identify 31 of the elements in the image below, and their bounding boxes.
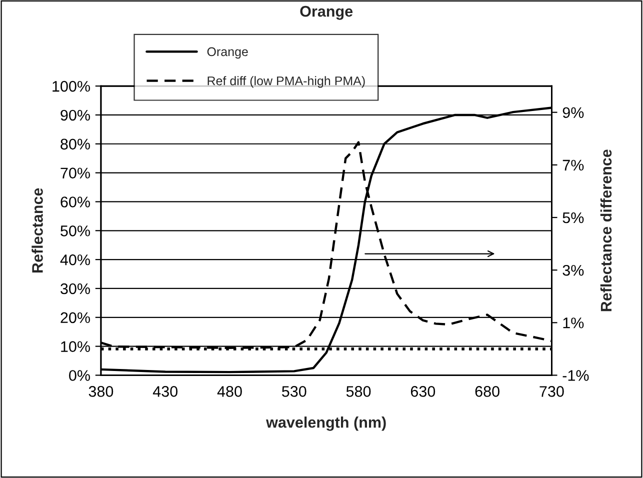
x-tick-label: 530 [282, 386, 306, 397]
y-tick-label: 60% [60, 196, 90, 208]
legend-label: Ref diff (low PMA-high PMA) [208, 76, 365, 88]
y2-axis-title: Reflectance difference [600, 150, 612, 312]
y-tick-label: 50% [60, 226, 90, 236]
x-tick-label: 730 [540, 386, 564, 397]
x-tick-label: 680 [475, 386, 500, 397]
y-tick-label: 100% [52, 80, 90, 92]
y-tick-label: 40% [60, 254, 90, 266]
y-tick-label: 0% [69, 370, 90, 381]
y-axis-title: Reflectance [32, 188, 43, 272]
y2-tick-label: 5% [562, 212, 584, 224]
y2-tick-label: 7% [562, 160, 584, 171]
y-tick-label: 90% [60, 110, 90, 121]
y-tick-label: 10% [61, 341, 90, 352]
y2-tick-label: 9% [562, 107, 584, 118]
y2-tick-label: 1% [563, 318, 584, 328]
x-tick-label: 430 [152, 386, 178, 397]
x-tick-label: 480 [217, 386, 242, 397]
y-tick-label: 80% [60, 138, 90, 150]
chart-title: Orange [300, 6, 353, 20]
x-tick-label: 580 [346, 386, 371, 397]
y2-tick-label: 3% [562, 264, 584, 276]
x-tick-label: 380 [88, 386, 114, 397]
y2-tick-label: -1% [562, 370, 589, 381]
y-tick-label: 30% [60, 283, 90, 294]
x-tick-label: 630 [410, 386, 436, 397]
legend-label: Orange [207, 47, 248, 59]
y-tick-label: 70% [60, 168, 90, 178]
x-axis-title: wavelength (nm) [266, 416, 386, 431]
y-tick-label: 20% [60, 312, 90, 324]
